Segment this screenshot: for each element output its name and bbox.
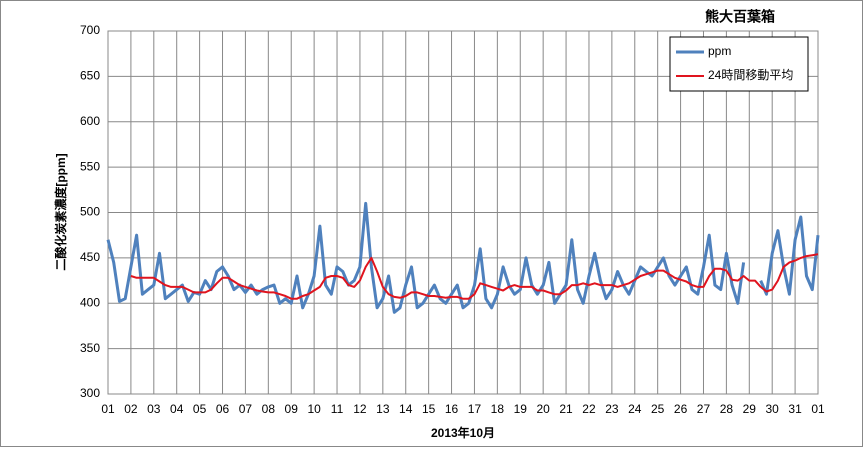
x-tick-label: 04	[170, 402, 184, 416]
x-tick-label: 16	[445, 402, 459, 416]
legend-box	[669, 36, 809, 92]
x-tick-label: 21	[559, 402, 573, 416]
y-tick-label: 300	[80, 386, 100, 400]
y-tick-label: 450	[80, 250, 100, 264]
y-tick-label: 550	[80, 159, 100, 173]
x-axis-label: 2013年10月	[431, 425, 495, 440]
y-tick-label: 600	[80, 114, 100, 128]
legend-label: ppm	[708, 44, 731, 58]
x-tick-label: 14	[399, 402, 413, 416]
y-tick-label: 650	[80, 69, 100, 83]
legend-label: 24時間移動平均	[708, 68, 793, 82]
x-tick-label: 22	[582, 402, 596, 416]
x-tick-label: 20	[536, 402, 550, 416]
y-axis-label: 二酸化炭素濃度[ppm]	[53, 153, 68, 270]
x-tick-label: 01	[811, 402, 825, 416]
x-tick-label: 25	[651, 402, 665, 416]
y-tick-label: 400	[80, 295, 100, 309]
x-tick-label: 05	[193, 402, 207, 416]
x-tick-label: 17	[468, 402, 482, 416]
x-tick-label: 18	[491, 402, 505, 416]
x-tick-label: 30	[766, 402, 780, 416]
x-tick-label: 11	[331, 402, 344, 416]
x-tick-label: 10	[307, 402, 321, 416]
x-tick-label: 28	[720, 402, 734, 416]
x-tick-label: 23	[605, 402, 619, 416]
y-tick-label: 500	[80, 205, 100, 219]
x-tick-label: 31	[788, 402, 802, 416]
x-tick-label: 24	[628, 402, 642, 416]
x-tick-label: 01	[101, 402, 115, 416]
x-tick-label: 09	[285, 402, 299, 416]
x-tick-label: 15	[422, 402, 436, 416]
y-tick-label: 350	[80, 341, 100, 355]
x-tick-label: 02	[124, 402, 138, 416]
x-tick-label: 26	[674, 402, 688, 416]
y-tick-label: 700	[80, 23, 100, 37]
x-tick-label: 08	[262, 402, 276, 416]
x-tick-label: 07	[239, 402, 253, 416]
data-line	[106, 201, 820, 314]
x-tick-label: 27	[697, 402, 711, 416]
data-line	[130, 253, 819, 300]
x-tick-label: 12	[353, 402, 367, 416]
x-tick-label: 29	[743, 402, 757, 416]
x-tick-label: 06	[216, 402, 230, 416]
x-tick-label: 13	[376, 402, 390, 416]
chart-title: 熊大百葉箱	[705, 9, 775, 25]
x-tick-label: 19	[514, 402, 528, 416]
x-tick-label: 03	[147, 402, 161, 416]
